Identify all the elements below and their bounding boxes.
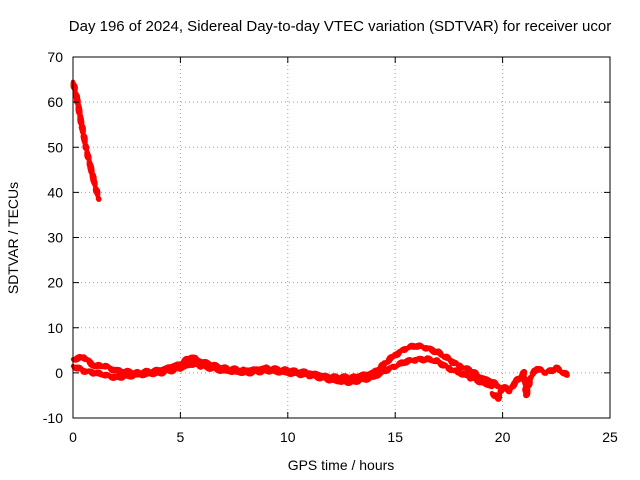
grid bbox=[73, 57, 610, 418]
y-tick-label: 50 bbox=[47, 139, 63, 155]
x-tick-label: 5 bbox=[177, 429, 185, 445]
y-tick-label: -10 bbox=[43, 410, 63, 426]
series-lower-band bbox=[70, 355, 495, 390]
y-tick-label: 0 bbox=[55, 365, 63, 381]
x-tick-label: 20 bbox=[495, 429, 511, 445]
series-early-steep-segment bbox=[70, 79, 102, 202]
chart-title: Day 196 of 2024, Sidereal Day-to-day VTE… bbox=[69, 18, 611, 35]
y-tick-label: 40 bbox=[47, 184, 63, 200]
data-marker bbox=[489, 383, 495, 390]
data-marker bbox=[564, 372, 570, 378]
y-axis-label: SDTVAR / TECUs bbox=[5, 182, 21, 294]
x-axis-label: GPS time / hours bbox=[288, 457, 395, 473]
data-points bbox=[70, 79, 570, 402]
y-tick-label: 70 bbox=[47, 49, 63, 65]
x-tick-label: 0 bbox=[69, 429, 77, 445]
x-tick-label: 15 bbox=[387, 429, 403, 445]
x-tick-label: 25 bbox=[602, 429, 618, 445]
series-late-segment bbox=[489, 364, 570, 402]
data-marker bbox=[95, 196, 102, 202]
y-tick-label: 20 bbox=[47, 275, 63, 291]
y-tick-label: 10 bbox=[47, 320, 63, 336]
x-tick-label: 10 bbox=[280, 429, 296, 445]
axis-ticks: 0 5 10 15 20 25 -10 0 10 20 30 40 50 60 70 bbox=[43, 49, 618, 445]
y-tick-label: 60 bbox=[47, 94, 63, 110]
y-tick-label: 30 bbox=[47, 230, 63, 246]
